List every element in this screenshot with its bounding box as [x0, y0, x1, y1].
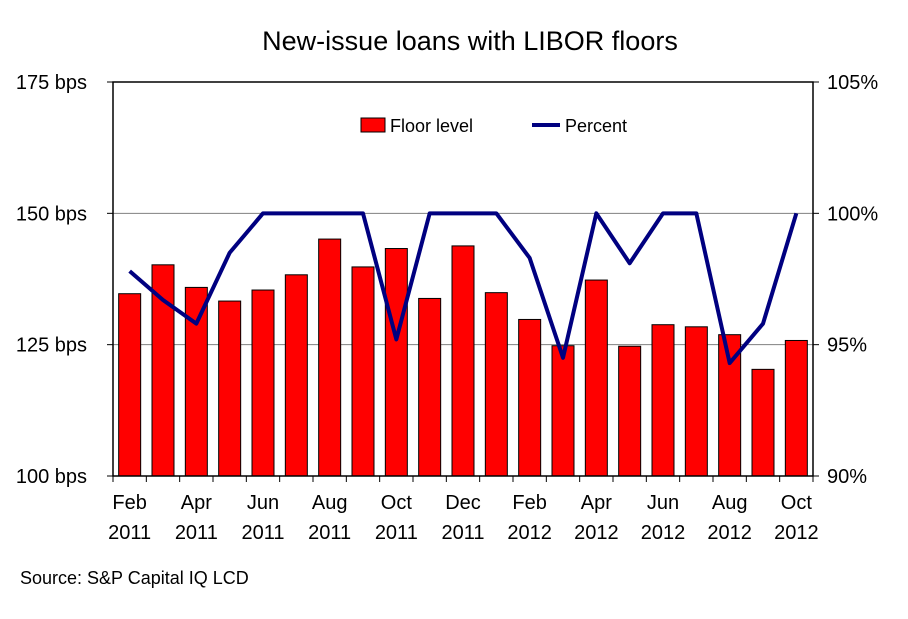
x-tick-month: Aug — [712, 492, 748, 514]
x-tick-month: Oct — [381, 492, 413, 514]
x-tick-year: 2011 — [375, 522, 418, 544]
right-axis-ticks: 90% 95% 100% 105% — [813, 72, 878, 488]
bar-series-floor-level — [118, 238, 808, 477]
x-tick-year: 2011 — [308, 522, 351, 544]
bar-floor-level — [484, 292, 508, 477]
bar-floor-level — [551, 345, 575, 477]
left-tick-label: 125 bps — [16, 335, 87, 357]
bar-floor-level — [751, 368, 775, 477]
bar-floor-level — [318, 238, 342, 477]
line-series-percent — [128, 211, 799, 366]
x-tick-year: 2011 — [175, 522, 218, 544]
bar-floor-level — [284, 274, 308, 477]
bar-floor-level — [651, 324, 675, 477]
chart-title: New-issue loans with LIBOR floors — [262, 26, 678, 56]
legend-label-floor-level: Floor level — [390, 116, 473, 136]
x-tick-month: Aug — [312, 492, 348, 514]
x-tick-year: 2012 — [507, 522, 552, 544]
bar-floor-level — [584, 279, 608, 477]
legend: Floor level Percent — [360, 116, 627, 136]
x-tick-month: Apr — [181, 492, 212, 514]
x-tick-year: 2011 — [441, 522, 484, 544]
x-axis-ticks: Feb 2011 Apr 2011 Jun 2011 Aug 2011 Oct 2011 Dec 20… — [108, 476, 819, 544]
left-tick-label: 150 bps — [16, 203, 87, 225]
left-tick-label: 100 bps — [16, 466, 87, 488]
plot-frame — [112, 81, 814, 477]
bar-floor-level — [451, 245, 475, 477]
bar-floor-level — [218, 300, 242, 477]
x-tick-month: Oct — [781, 492, 813, 514]
right-tick-label: 95% — [827, 335, 867, 357]
right-tick-label: 90% — [827, 466, 867, 488]
bar-floor-level — [518, 318, 542, 477]
bar-floor-level — [684, 326, 708, 477]
legend-swatch-floor-level — [360, 117, 386, 133]
x-tick-month: Jun — [247, 492, 279, 514]
x-tick-month: Feb — [112, 492, 146, 514]
x-tick-month: Feb — [512, 492, 546, 514]
bar-floor-level — [784, 339, 808, 477]
source-note: Source: S&P Capital IQ LCD — [20, 568, 249, 588]
x-tick-month: Jun — [647, 492, 679, 514]
left-axis-ticks: 100 bps 125 bps 150 bps 175 bps — [16, 72, 113, 488]
legend-label-percent: Percent — [565, 116, 627, 136]
x-tick-year: 2012 — [707, 522, 752, 544]
x-tick-year: 2012 — [774, 522, 819, 544]
line-percent — [128, 211, 799, 366]
bar-floor-level — [618, 345, 642, 477]
bar-floor-level — [418, 297, 442, 477]
x-tick-month: Dec — [445, 492, 481, 514]
x-tick-month: Apr — [581, 492, 612, 514]
bar-floor-level — [151, 264, 175, 477]
x-tick-year: 2011 — [108, 522, 151, 544]
axes — [112, 81, 814, 477]
left-tick-label: 175 bps — [16, 72, 87, 94]
right-tick-label: 105% — [827, 72, 878, 94]
bar-floor-level — [251, 289, 275, 477]
x-tick-year: 2012 — [641, 522, 686, 544]
x-tick-year: 2012 — [574, 522, 619, 544]
bar-floor-level — [351, 266, 375, 477]
bar-floor-level — [184, 286, 208, 477]
x-tick-year: 2011 — [241, 522, 284, 544]
right-tick-label: 100% — [827, 203, 878, 225]
bar-floor-level — [384, 248, 408, 477]
bar-floor-level — [118, 293, 142, 477]
